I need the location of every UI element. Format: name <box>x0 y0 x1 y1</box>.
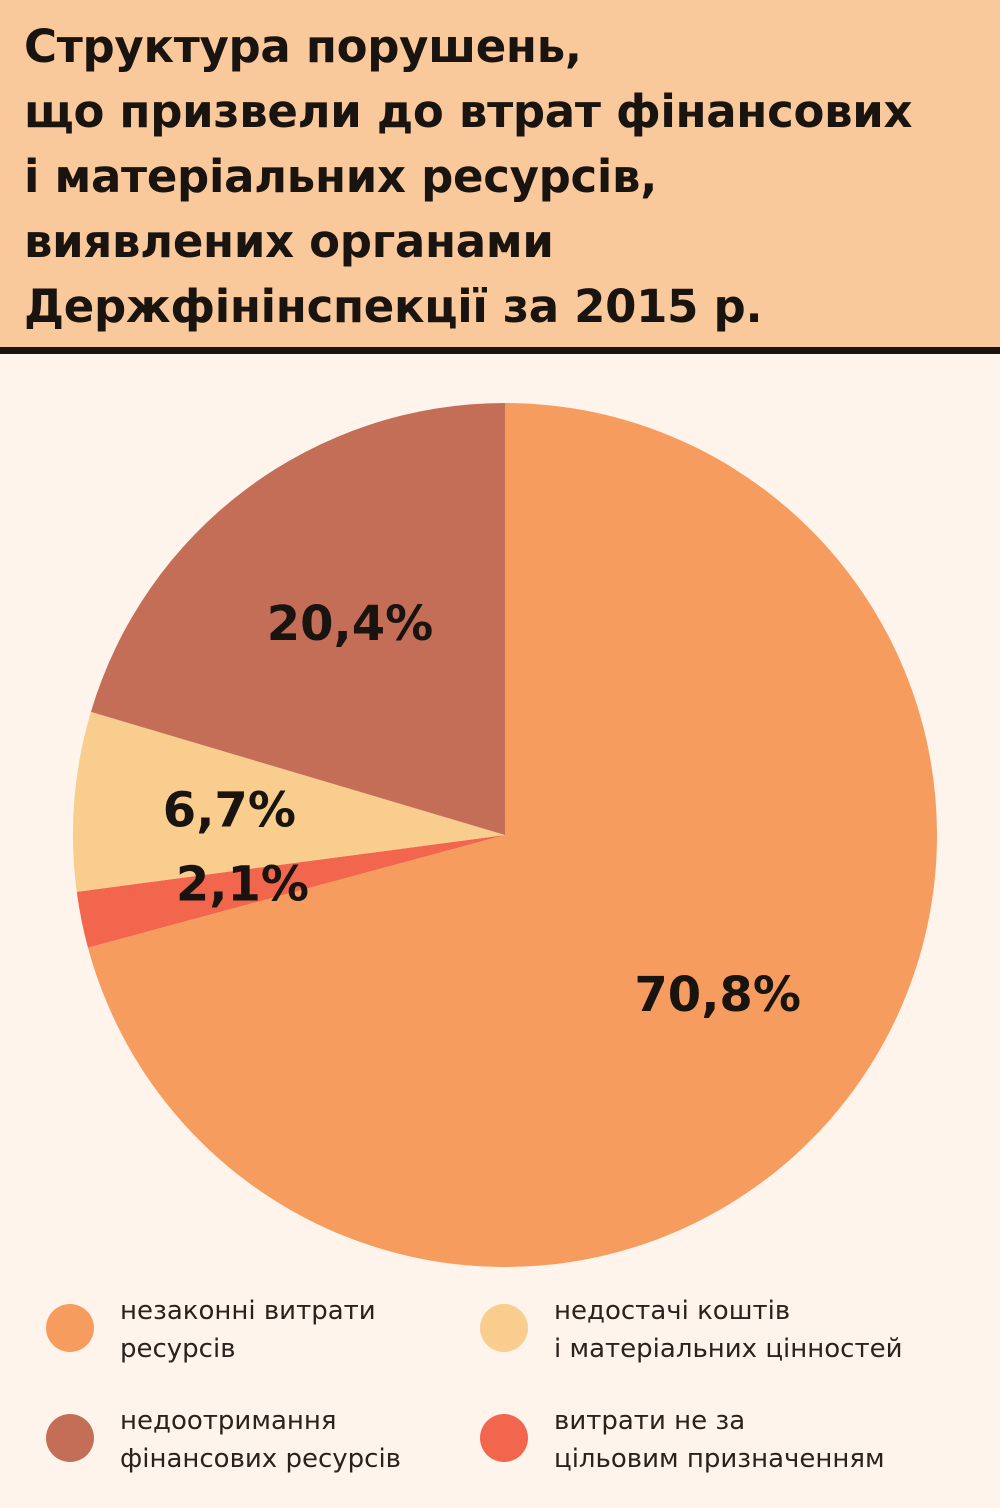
slice-value-label: 6,7% <box>163 782 296 838</box>
legend-label: недоотримання фінансових ресурсів <box>120 1406 401 1474</box>
legend-item-underreceipt: недоотримання фінансових ресурсів <box>46 1398 486 1488</box>
pie-slice <box>87 403 937 1267</box>
legend-swatch <box>480 1414 528 1462</box>
legend-label: недостачі коштів і матеріальних цінносте… <box>554 1296 903 1364</box>
legend-label: незаконні витрати ресурсів <box>120 1296 376 1364</box>
legend-item-shortages: недостачі коштів і матеріальних цінносте… <box>480 1288 920 1378</box>
legend-swatch <box>480 1304 528 1352</box>
pie-labels: 70,8% 2,1% 6,7% 20,4% <box>163 596 801 1023</box>
pie-slice <box>90 403 506 835</box>
slice-value-label: 2,1% <box>176 857 309 913</box>
legend-label: витрати не за цільовим призначенням <box>554 1406 885 1474</box>
pie-slice <box>73 711 506 892</box>
legend-swatch <box>46 1304 94 1352</box>
chart-title: Структура порушень, що призвели до втрат… <box>24 20 913 333</box>
slice-value-label: 20,4% <box>267 596 434 652</box>
pie-slices <box>73 403 937 1267</box>
legend-swatch <box>46 1414 94 1462</box>
slice-value-label: 70,8% <box>634 967 801 1023</box>
pie-slice <box>76 835 506 948</box>
legend-item-misuse: витрати не за цільовим призначенням <box>480 1398 920 1488</box>
header-band: Структура порушень, що призвели до втрат… <box>0 0 1000 354</box>
legend-item-illegal-expenses: незаконні витрати ресурсів <box>46 1288 486 1378</box>
pie-chart: 70,8% 2,1% 6,7% 20,4% <box>73 403 937 1267</box>
legend: незаконні витрати ресурсів недостачі кош… <box>0 1288 1000 1488</box>
